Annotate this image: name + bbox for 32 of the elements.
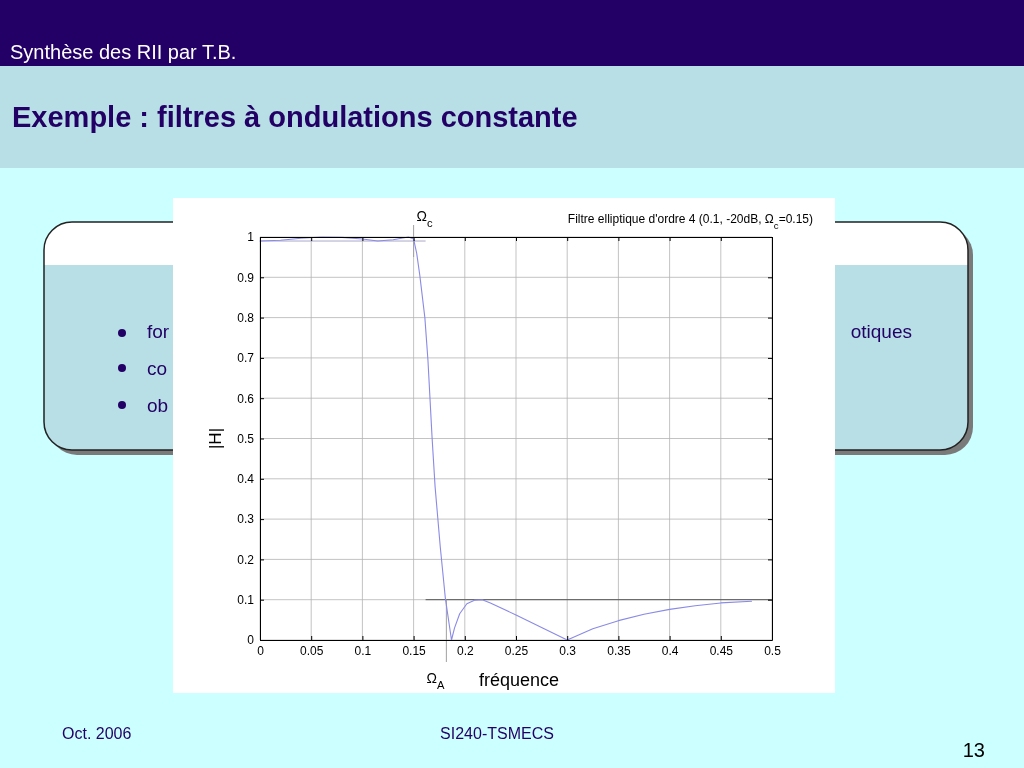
- x-tick-label: 0: [257, 643, 265, 658]
- text: 13: [962, 739, 985, 761]
- chart-title: Filtre elliptique d'ordre 4 (0.1, -20dB, Ω$_{c}$=0.15): [567, 212, 813, 231]
- y-tick-label: 0.4: [237, 472, 255, 487]
- y-axis-title: |H|: [206, 427, 225, 450]
- y-tick-label: 0.7: [237, 351, 255, 366]
- y-tick-label: 0.6: [237, 391, 255, 406]
- ref-line-label: Ω$_{c}$: [416, 208, 434, 229]
- y-tick-label: 0: [247, 633, 255, 648]
- text: Exemple : filtres à ondulations constante: [12, 101, 578, 133]
- text: Synthèse des RII par T.B.: [10, 41, 237, 63]
- x-tick-label: 0.5: [764, 643, 782, 658]
- text: Oct. 2006: [62, 725, 132, 742]
- x-tick-label: 0.25: [504, 643, 529, 658]
- x-tick-label: 0.05: [300, 643, 324, 658]
- x-tick-label: 0.2: [456, 643, 474, 658]
- x-axis-title: fréquence: [478, 670, 560, 690]
- text: SI240-TSMECS: [440, 725, 554, 742]
- x-tick-label: 0.1: [354, 643, 372, 658]
- x-tick-label: 0.45: [709, 643, 734, 658]
- y-tick-label: 0.9: [237, 270, 255, 285]
- x-tick-label: 0.15: [402, 643, 427, 658]
- y-tick-label: 0.8: [237, 310, 255, 325]
- y-tick-label: 1: [247, 230, 255, 245]
- ref-line-label: Ω$_{A}$: [426, 670, 445, 691]
- y-tick-label: 0.5: [237, 431, 255, 446]
- y-tick-label: 0.3: [237, 512, 255, 527]
- y-tick-label: 0.2: [237, 552, 255, 567]
- x-tick-label: 0.35: [607, 643, 631, 658]
- x-tick-label: 0.3: [559, 643, 577, 658]
- y-tick-label: 0.1: [237, 593, 255, 608]
- x-tick-label: 0.4: [661, 643, 679, 658]
